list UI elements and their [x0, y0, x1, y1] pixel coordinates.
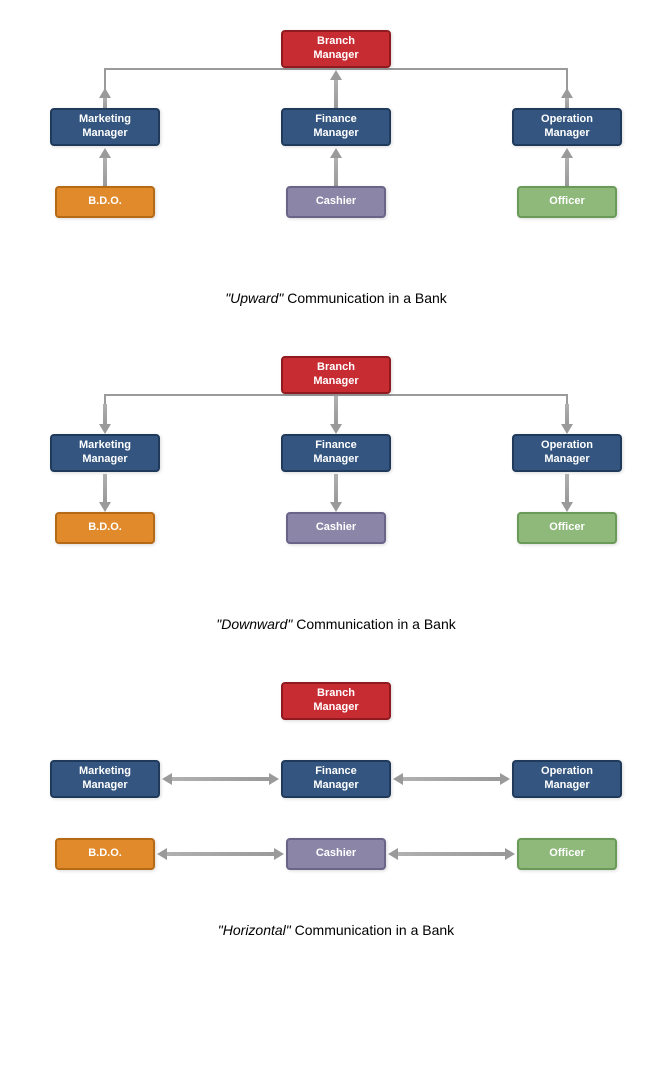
node-cashier: Cashier: [286, 186, 386, 218]
arrow-left-down-1: [99, 404, 111, 434]
caption-horizontal: "Horizontal" Communication in a Bank: [0, 922, 672, 938]
arrow-h-leaf-2: [388, 848, 515, 860]
connector-right-stub-2: [566, 394, 568, 404]
diagram-horizontal: Branch Manager Marketing Manager Finance…: [0, 672, 672, 912]
officer-label: Officer: [549, 195, 584, 209]
arrow-right-up-2: [561, 148, 573, 186]
arrow-left-up-2: [99, 148, 111, 186]
diagram-upward: Branch Manager Marketing Manager Finance…: [0, 20, 672, 280]
cashier2-label: Cashier: [316, 521, 356, 535]
bdo2-label: B.D.O.: [88, 521, 122, 535]
node-cashier-2: Cashier: [286, 512, 386, 544]
branch3-line1: Branch: [317, 687, 355, 701]
arrow-right-down-2: [561, 474, 573, 512]
branch2-line1: Branch: [317, 361, 355, 375]
operation3-line1: Operation: [541, 765, 593, 779]
finance-line1: Finance: [315, 113, 357, 127]
branch2-line2: Manager: [313, 375, 358, 389]
caption-downward-prefix: "Downward": [216, 616, 292, 632]
arrow-mid-down-1: [330, 396, 342, 434]
diagram-downward: Branch Manager Marketing Manager Finance…: [0, 346, 672, 606]
finance3-line1: Finance: [315, 765, 357, 779]
caption-downward-rest: Communication in a Bank: [292, 616, 455, 632]
connector-left-stub-2: [104, 394, 106, 404]
marketing2-line1: Marketing: [79, 439, 131, 453]
officer3-label: Officer: [549, 847, 584, 861]
operation3-line2: Manager: [544, 779, 589, 793]
node-operation-manager: Operation Manager: [512, 108, 622, 146]
operation-line2: Manager: [544, 127, 589, 141]
finance2-line2: Manager: [313, 453, 358, 467]
node-branch-manager-2: Branch Manager: [281, 356, 391, 394]
branch-line2: Manager: [313, 49, 358, 63]
node-operation-manager-2: Operation Manager: [512, 434, 622, 472]
node-branch-manager: Branch Manager: [281, 30, 391, 68]
node-bdo-3: B.D.O.: [55, 838, 155, 870]
bdo3-label: B.D.O.: [88, 847, 122, 861]
operation-line1: Operation: [541, 113, 593, 127]
operation2-line2: Manager: [544, 453, 589, 467]
node-bdo-2: B.D.O.: [55, 512, 155, 544]
caption-upward-rest: Communication in a Bank: [283, 290, 446, 306]
caption-upward: "Upward" Communication in a Bank: [0, 290, 672, 306]
arrow-left-down-2: [99, 474, 111, 512]
node-officer-3: Officer: [517, 838, 617, 870]
arrow-mid-up-1: [330, 70, 342, 108]
bdo-label: B.D.O.: [88, 195, 122, 209]
node-cashier-3: Cashier: [286, 838, 386, 870]
officer2-label: Officer: [549, 521, 584, 535]
marketing2-line2: Manager: [82, 453, 127, 467]
finance2-line1: Finance: [315, 439, 357, 453]
arrow-h-leaf-1: [157, 848, 284, 860]
marketing-line2: Manager: [82, 127, 127, 141]
caption-horizontal-prefix: "Horizontal": [218, 922, 291, 938]
arrow-right-up-1: [561, 88, 573, 108]
node-marketing-manager-2: Marketing Manager: [50, 434, 160, 472]
arrow-right-down-1: [561, 404, 573, 434]
node-marketing-manager: Marketing Manager: [50, 108, 160, 146]
caption-downward: "Downward" Communication in a Bank: [0, 616, 672, 632]
operation2-line1: Operation: [541, 439, 593, 453]
arrow-h-mgr-1: [162, 773, 279, 785]
caption-horizontal-rest: Communication in a Bank: [291, 922, 454, 938]
node-operation-manager-3: Operation Manager: [512, 760, 622, 798]
cashier3-label: Cashier: [316, 847, 356, 861]
node-branch-manager-3: Branch Manager: [281, 682, 391, 720]
arrow-left-up-1: [99, 88, 111, 108]
node-finance-manager-3: Finance Manager: [281, 760, 391, 798]
arrow-mid-up-2: [330, 148, 342, 186]
node-officer: Officer: [517, 186, 617, 218]
finance3-line2: Manager: [313, 779, 358, 793]
node-finance-manager: Finance Manager: [281, 108, 391, 146]
node-bdo: B.D.O.: [55, 186, 155, 218]
caption-upward-prefix: "Upward": [225, 290, 283, 306]
node-officer-2: Officer: [517, 512, 617, 544]
node-finance-manager-2: Finance Manager: [281, 434, 391, 472]
arrow-mid-down-2: [330, 474, 342, 512]
branch3-line2: Manager: [313, 701, 358, 715]
arrow-h-mgr-2: [393, 773, 510, 785]
branch-line1: Branch: [317, 35, 355, 49]
marketing3-line2: Manager: [82, 779, 127, 793]
marketing3-line1: Marketing: [79, 765, 131, 779]
cashier-label: Cashier: [316, 195, 356, 209]
marketing-line1: Marketing: [79, 113, 131, 127]
node-marketing-manager-3: Marketing Manager: [50, 760, 160, 798]
finance-line2: Manager: [313, 127, 358, 141]
